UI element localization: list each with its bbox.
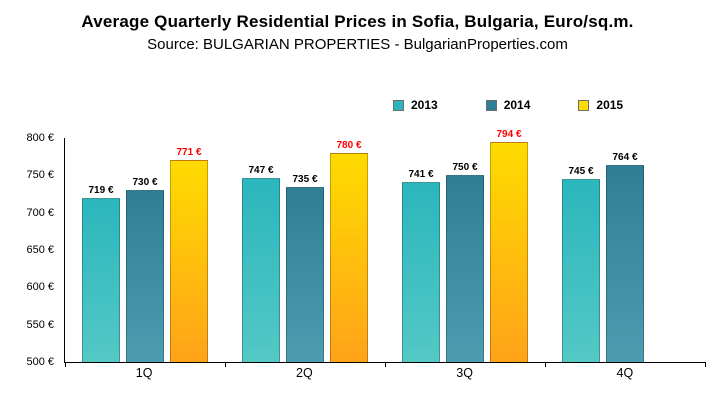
bar-value-label: 780 €	[336, 139, 362, 151]
legend-swatch-icon	[578, 99, 590, 111]
bar-2014-3Q: 750 €	[446, 162, 484, 362]
bar-group-1Q: 719 € 730 € 771 €	[65, 138, 225, 362]
bar-2014-1Q: 730 €	[126, 177, 164, 362]
y-tick-label: 700 €	[26, 206, 54, 219]
chart-area: 800 € 750 € 700 € 650 € 600 € 550 € 500 € 719 …	[12, 129, 707, 388]
y-tick-label: 750 €	[26, 169, 54, 182]
bar-slot: 730 €	[126, 138, 164, 362]
bar-value-label: 764 €	[612, 151, 638, 163]
bar-slot: 735 €	[286, 138, 324, 362]
bar-slot: 745 €	[562, 138, 600, 362]
bar-2014-2Q: 735 €	[286, 174, 324, 362]
legend-label: 2014	[503, 98, 531, 112]
x-axis-label-3Q: 3Q	[456, 366, 473, 380]
bar-slot: 719 €	[82, 138, 120, 362]
bar-2014-4Q: 764 €	[606, 152, 644, 362]
plot-area: 719 € 730 € 771 € 747 € 735 € 780 € 741 € 750 €…	[64, 129, 706, 367]
y-tick-label: 650 €	[26, 244, 54, 256]
bar-group-3Q: 741 € 750 € 794 €	[385, 129, 545, 362]
bar-2013-2Q: 747 €	[242, 165, 280, 362]
chart-subtitle: Source: BULGARIAN PROPERTIES - Bulgarian…	[147, 36, 568, 53]
legend-item-2013: 2013	[393, 98, 438, 112]
bar-value-label: 741 €	[408, 169, 434, 181]
bar-value-label: 719 €	[88, 185, 114, 197]
x-axis-label-1Q: 1Q	[135, 366, 153, 380]
legend-item-2015: 2015	[578, 98, 623, 112]
bar-value-label: 730 €	[132, 177, 158, 189]
x-tick-mark	[65, 362, 66, 367]
x-tick-mark	[225, 362, 226, 367]
bar-value-label: 750 €	[452, 162, 478, 174]
legend-swatch-icon	[393, 99, 404, 111]
x-axis-label-2Q: 2Q	[296, 366, 313, 380]
bar-2015-1Q: 771 €	[170, 147, 208, 362]
bar-slot: 771 €	[170, 138, 208, 362]
x-tick-mark	[545, 362, 546, 367]
bar-value-label: 745 €	[568, 166, 594, 178]
legend-label: 2015	[596, 98, 624, 112]
bar-slot: 764 €	[606, 138, 644, 362]
y-tick-label: 600 €	[26, 281, 54, 294]
bar-value-label: 794 €	[496, 129, 522, 141]
bar-slot: 750 €	[446, 138, 484, 362]
bar-2013-4Q: 745 €	[562, 166, 600, 362]
bar-2013-1Q: 719 €	[82, 185, 120, 362]
bar-group-2Q: 747 € 735 € 780 €	[225, 138, 385, 362]
bar-slot: 747 €	[242, 138, 280, 362]
legend-label: 2013	[411, 98, 438, 112]
bar-slot	[650, 138, 688, 362]
x-axis-label-4Q: 4Q	[616, 366, 634, 380]
y-tick-label: 500 €	[26, 356, 54, 368]
y-tick-label: 550 €	[26, 318, 54, 331]
plot-groups: 719 € 730 € 771 € 747 € 735 € 780 € 741 € 750 €…	[65, 129, 705, 362]
x-axis-labels: 1Q 2Q 3Q 4Q	[64, 366, 705, 380]
bar-2015-2Q: 780 €	[330, 140, 368, 362]
bar-slot: 741 €	[402, 138, 440, 362]
bar-slot: 780 €	[330, 138, 368, 362]
x-tick-mark	[705, 362, 706, 367]
legend-item-2014: 2014	[485, 98, 531, 112]
legend: 2013 2014 2015	[393, 98, 623, 112]
bar-2013-3Q: 741 €	[402, 169, 440, 362]
bar-2015-3Q: 794 €	[490, 129, 528, 362]
bar-group-4Q: 745 € 764 €	[545, 138, 705, 362]
bar-value-label: 747 €	[248, 164, 274, 176]
chart-title: Average Quarterly Residential Prices in …	[81, 12, 634, 31]
bar-value-label: 771 €	[176, 146, 202, 158]
y-tick-label: 800 €	[26, 132, 54, 144]
bar-slot: 794 €	[490, 129, 528, 362]
y-axis: 800 € 750 € 700 € 650 € 600 € 550 € 500 €	[12, 132, 62, 368]
legend-swatch-icon	[485, 99, 497, 111]
bar-value-label: 735 €	[292, 173, 318, 185]
x-tick-mark	[385, 362, 386, 367]
